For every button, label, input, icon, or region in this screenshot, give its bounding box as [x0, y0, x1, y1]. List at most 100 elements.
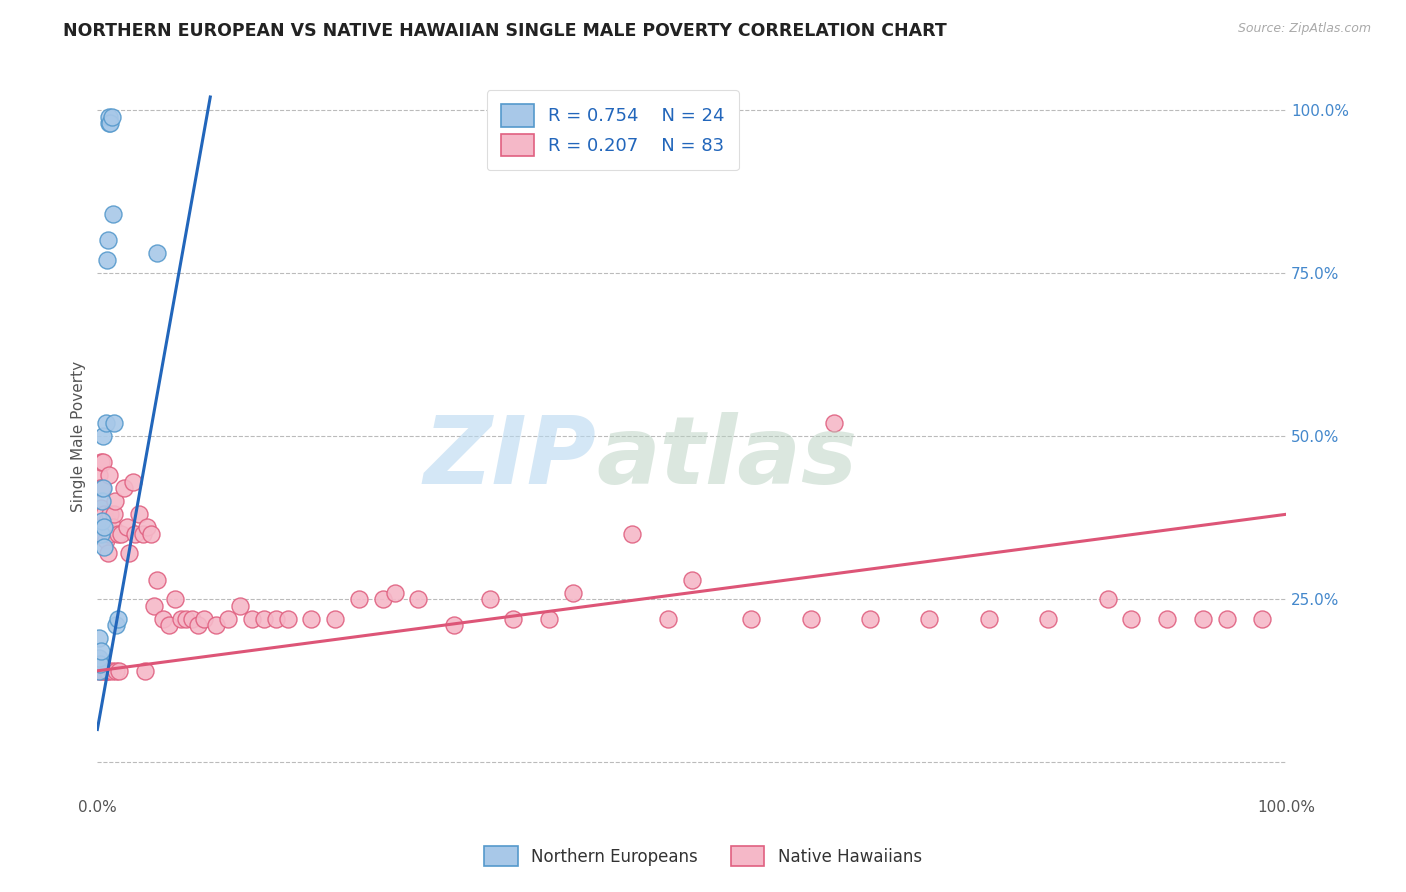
- Point: [91, 664, 114, 678]
- Point: [264, 612, 287, 626]
- Point: [229, 599, 252, 613]
- Point: [240, 612, 263, 626]
- Point: [143, 599, 166, 613]
- Point: [91, 527, 114, 541]
- Point: [89, 657, 111, 672]
- Point: [139, 527, 162, 541]
- Point: [347, 592, 370, 607]
- Point: [91, 494, 114, 508]
- Point: [104, 494, 127, 508]
- Point: [1121, 612, 1143, 626]
- Point: [122, 475, 145, 489]
- Point: [187, 618, 209, 632]
- Point: [96, 514, 118, 528]
- Point: [799, 612, 821, 626]
- Point: [681, 573, 703, 587]
- Point: [103, 416, 125, 430]
- Point: [105, 618, 128, 632]
- Point: [443, 618, 465, 632]
- Point: [89, 657, 111, 672]
- Point: [96, 664, 118, 678]
- Point: [93, 664, 115, 678]
- Point: [118, 546, 141, 560]
- Point: [100, 110, 122, 124]
- Point: [87, 468, 110, 483]
- Point: [169, 612, 191, 626]
- Point: [100, 508, 122, 522]
- Point: [253, 612, 276, 626]
- Point: [91, 514, 114, 528]
- Text: NORTHERN EUROPEAN VS NATIVE HAWAIIAN SINGLE MALE POVERTY CORRELATION CHART: NORTHERN EUROPEAN VS NATIVE HAWAIIAN SIN…: [63, 22, 948, 40]
- Point: [406, 592, 429, 607]
- Point: [87, 664, 110, 678]
- Point: [90, 455, 112, 469]
- Point: [131, 527, 153, 541]
- Y-axis label: Single Male Poverty: Single Male Poverty: [72, 360, 86, 512]
- Point: [90, 527, 112, 541]
- Point: [181, 612, 204, 626]
- Point: [91, 481, 114, 495]
- Point: [146, 573, 169, 587]
- Point: [98, 468, 121, 483]
- Point: [561, 585, 583, 599]
- Point: [115, 520, 138, 534]
- Point: [93, 540, 115, 554]
- Point: [100, 664, 122, 678]
- Point: [91, 429, 114, 443]
- Point: [98, 527, 121, 541]
- Point: [101, 207, 124, 221]
- Point: [134, 664, 156, 678]
- Point: [621, 527, 644, 541]
- Point: [859, 612, 882, 626]
- Point: [107, 664, 129, 678]
- Point: [97, 234, 120, 248]
- Point: [1215, 612, 1237, 626]
- Point: [94, 533, 117, 548]
- Point: [657, 612, 679, 626]
- Point: [205, 618, 228, 632]
- Point: [87, 631, 110, 645]
- Point: [1191, 612, 1213, 626]
- Point: [90, 500, 112, 515]
- Point: [124, 527, 146, 541]
- Point: [136, 520, 159, 534]
- Point: [103, 508, 125, 522]
- Point: [299, 612, 322, 626]
- Point: [537, 612, 560, 626]
- Point: [193, 612, 215, 626]
- Point: [98, 116, 121, 130]
- Point: [93, 508, 115, 522]
- Point: [89, 481, 111, 495]
- Point: [100, 116, 122, 130]
- Point: [384, 585, 406, 599]
- Point: [101, 520, 124, 534]
- Point: [1251, 612, 1274, 626]
- Point: [96, 252, 118, 267]
- Text: Source: ZipAtlas.com: Source: ZipAtlas.com: [1237, 22, 1371, 36]
- Point: [157, 618, 180, 632]
- Point: [107, 527, 129, 541]
- Point: [93, 520, 115, 534]
- Text: ZIP: ZIP: [423, 411, 596, 504]
- Point: [94, 664, 117, 678]
- Point: [478, 592, 501, 607]
- Point: [502, 612, 524, 626]
- Point: [977, 612, 1000, 626]
- Point: [97, 664, 120, 678]
- Point: [105, 664, 128, 678]
- Point: [91, 455, 114, 469]
- Point: [217, 612, 239, 626]
- Point: [277, 612, 299, 626]
- Point: [94, 416, 117, 430]
- Point: [87, 650, 110, 665]
- Point: [152, 612, 174, 626]
- Point: [163, 592, 186, 607]
- Text: atlas: atlas: [596, 411, 858, 504]
- Point: [91, 481, 114, 495]
- Point: [107, 612, 129, 626]
- Point: [87, 664, 110, 678]
- Point: [823, 416, 845, 430]
- Point: [1038, 612, 1060, 626]
- Point: [110, 527, 132, 541]
- Point: [90, 644, 112, 658]
